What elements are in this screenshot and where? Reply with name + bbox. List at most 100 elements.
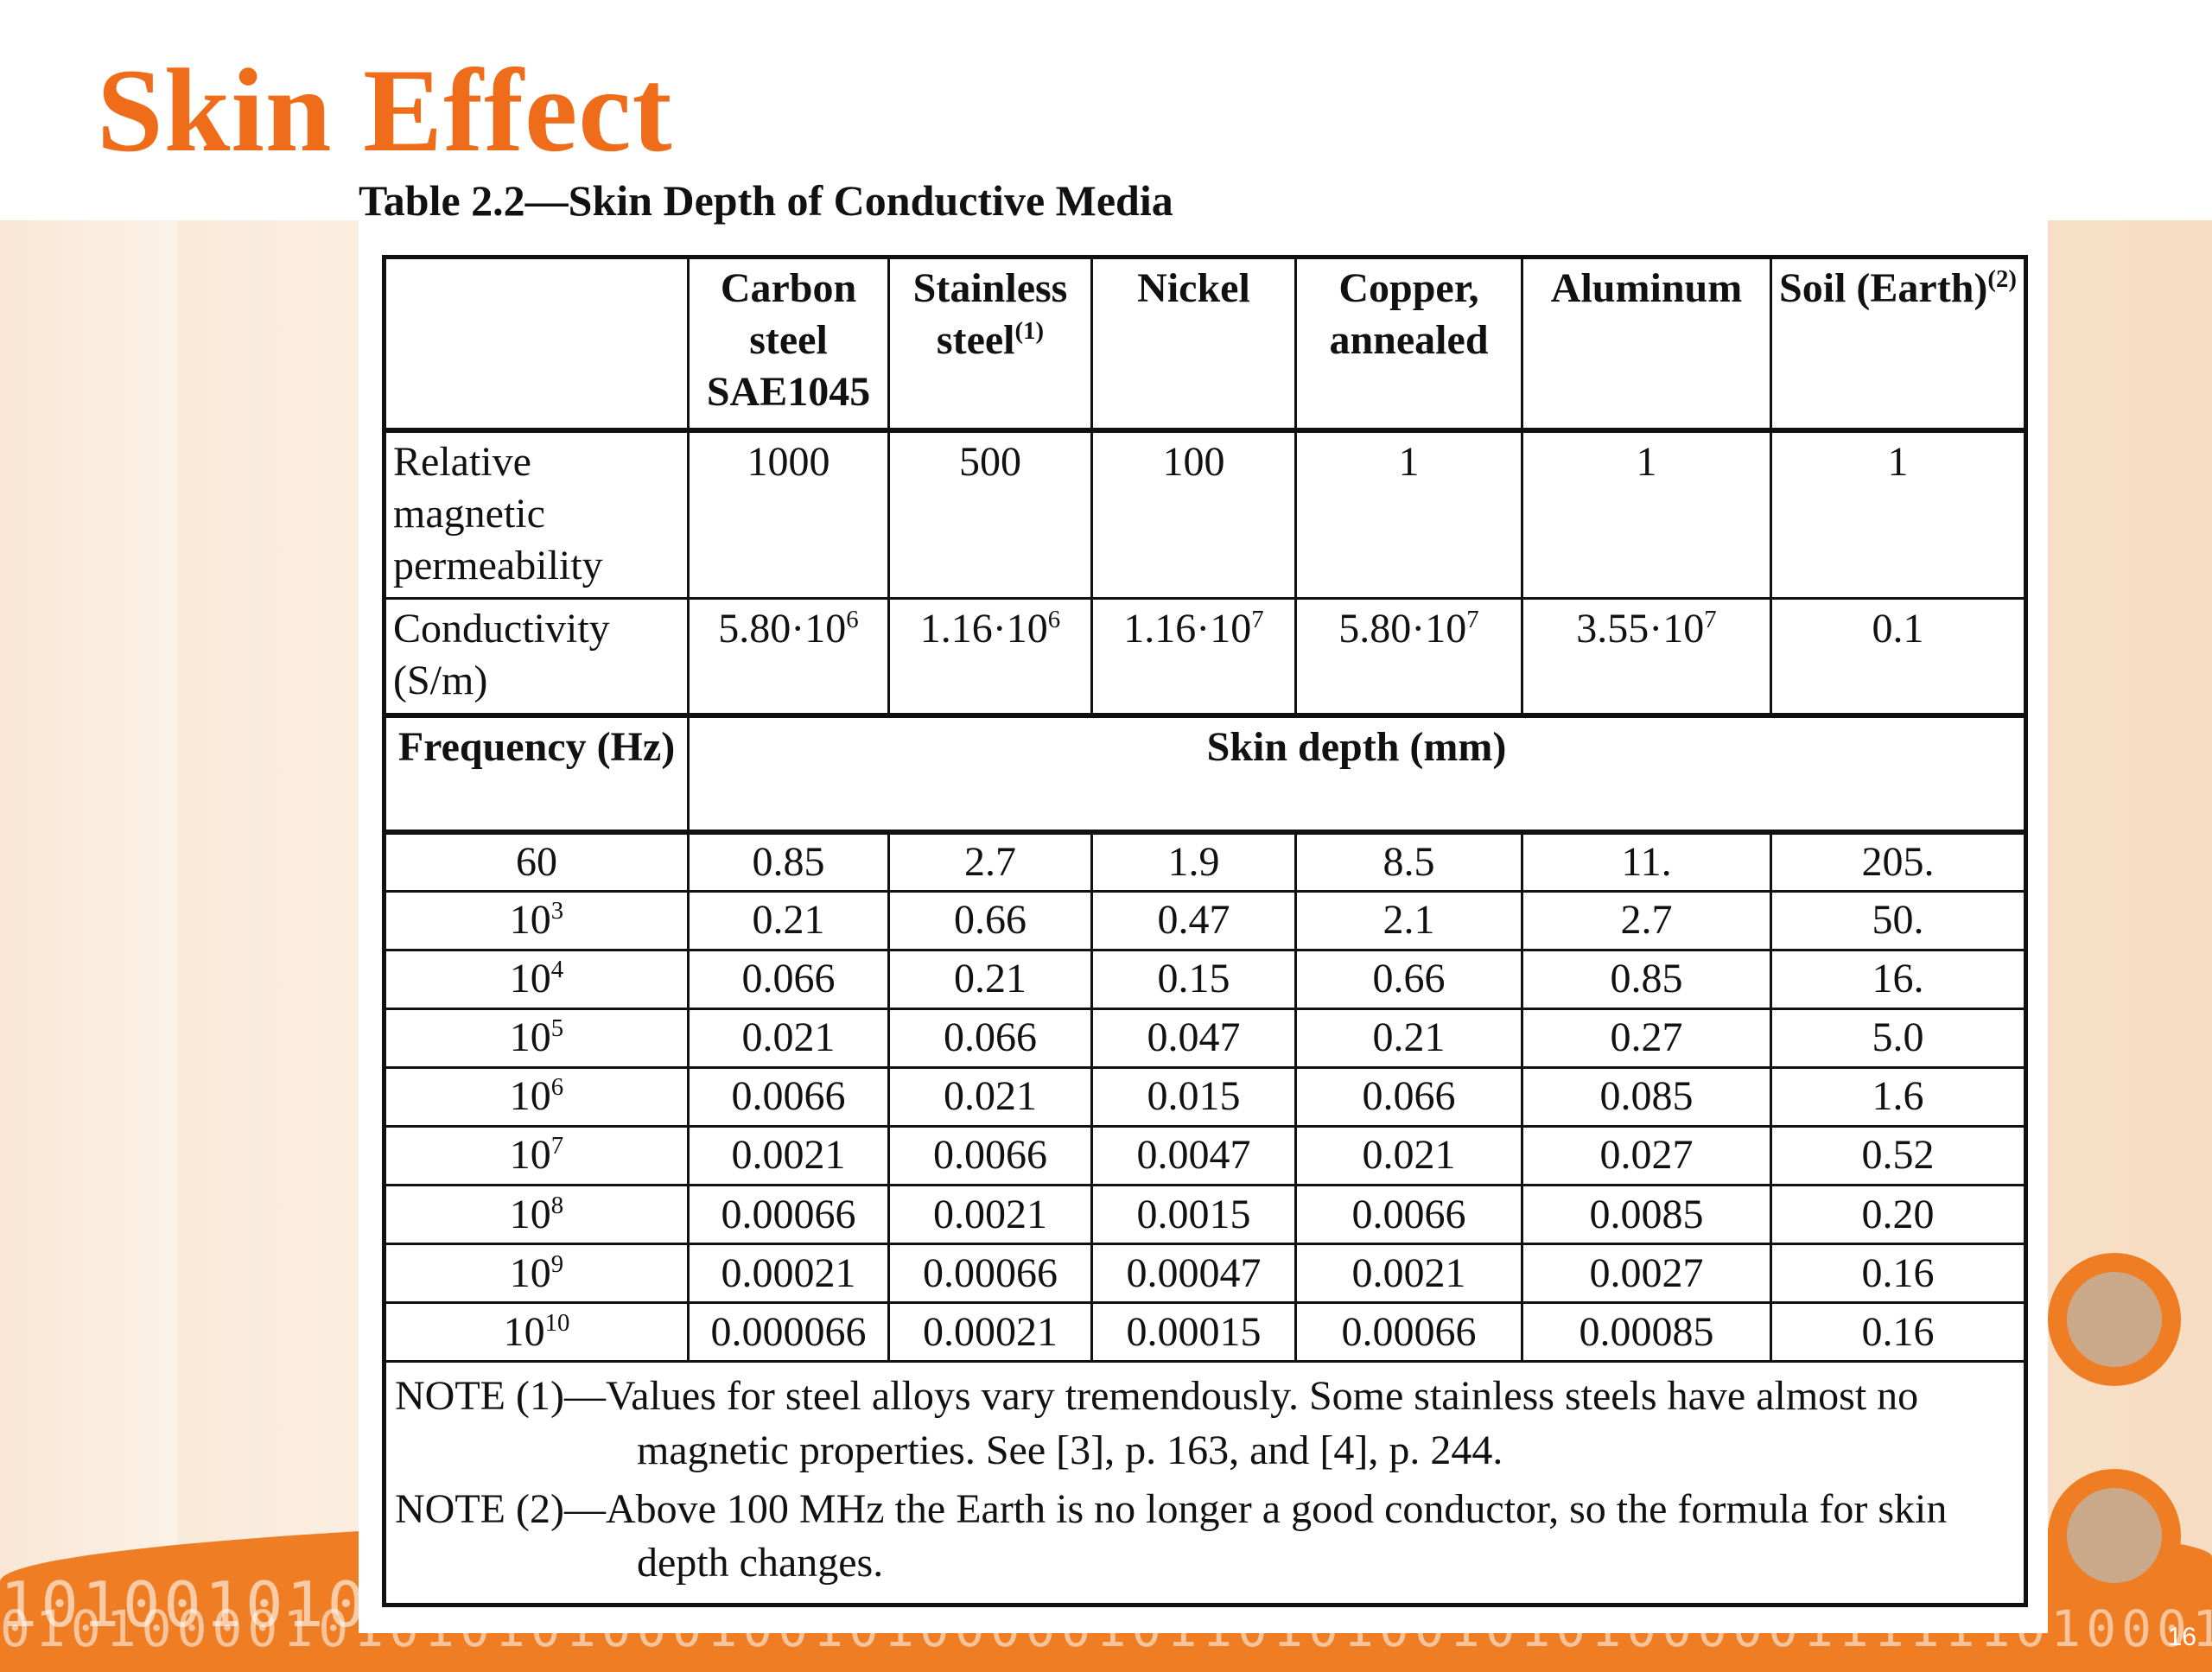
table-row: 106 0.0066 0.021 0.015 0.066 0.085 1.6	[383, 1065, 2027, 1128]
header-carbon-steel: Carbon steel SAE1045	[687, 255, 890, 433]
skin-depth-cell: 0.20	[1770, 1183, 2027, 1246]
skin-depth-cell: 0.021	[887, 1065, 1093, 1128]
skin-depth-cell: 0.85	[687, 830, 890, 893]
skin-depth-cell: 0.021	[687, 1007, 890, 1069]
frequency-cell: 1010	[383, 1301, 690, 1364]
skin-depth-cell: 0.16	[1770, 1243, 2027, 1305]
skin-depth-cell: 0.021	[1294, 1124, 1523, 1186]
page-number: 16	[2167, 1623, 2196, 1651]
conductivity-value: 1.16·106	[887, 597, 1093, 718]
skin-depth-cell: 0.21	[687, 889, 890, 951]
permeability-value: 1	[1294, 429, 1523, 601]
corner-cell	[383, 255, 690, 433]
table-row: 1010 0.000066 0.00021 0.00015 0.00066 0.00085…	[383, 1301, 2027, 1364]
skin-depth-cell: 0.0021	[1294, 1243, 1523, 1305]
skin-depth-cell: 2.1	[1294, 889, 1523, 951]
skin-depth-cell: 1.6	[1770, 1065, 2027, 1128]
note-2: NOTE (2)—Above 100 MHz the Earth is no l…	[395, 1485, 1948, 1586]
skin-depth-cell: 0.085	[1521, 1065, 1772, 1128]
skin-depth-cell: 0.0021	[887, 1183, 1093, 1246]
skin-depth-cell: 0.0021	[687, 1124, 890, 1186]
header-soil: Soil (Earth)(2)	[1770, 255, 2027, 433]
skin-depth-cell: 8.5	[1294, 830, 1523, 893]
skin-depth-cell: 0.047	[1090, 1007, 1297, 1069]
skin-depth-cell: 1.9	[1090, 830, 1297, 893]
frequency-cell: 107	[383, 1124, 690, 1186]
skin-depth-cell: 0.27	[1521, 1007, 1772, 1069]
table-row: 109 0.00021 0.00066 0.00047 0.0021 0.0027 0.16	[383, 1243, 2027, 1305]
conductivity-value: 0.1	[1770, 597, 2027, 718]
skin-depth-cell: 0.16	[1770, 1301, 2027, 1364]
skin-depth-cell: 0.066	[1294, 1065, 1523, 1128]
skin-depth-cell: 0.00066	[687, 1183, 890, 1246]
notes-cell: NOTE (1)—Values for steel alloys vary tr…	[383, 1360, 2027, 1606]
skin-depth-cell: 0.47	[1090, 889, 1297, 951]
skin-depth-cell: 0.85	[1521, 948, 1772, 1010]
skin-depth-cell: 0.0066	[687, 1065, 890, 1128]
ring-decoration-bottom	[2048, 1469, 2181, 1602]
skin-depth-cell: 0.00047	[1090, 1243, 1297, 1305]
skin-depth-cell: 0.00066	[887, 1243, 1093, 1305]
table-caption: Table 2.2—Skin Depth of Conductive Media	[359, 176, 1173, 225]
table-row: 107 0.0021 0.0066 0.0047 0.021 0.027 0.52	[383, 1124, 2027, 1186]
skin-depth-cell: 0.0047	[1090, 1124, 1297, 1186]
skin-depth-header: Skin depth (mm)	[687, 714, 2027, 836]
conductivity-label: Conductivity (S/m)	[383, 597, 690, 718]
skin-depth-cell: 0.015	[1090, 1065, 1297, 1128]
permeability-row: Relative magnetic permeability 1000 500 …	[383, 429, 2027, 601]
skin-depth-cell: 0.0066	[887, 1124, 1093, 1186]
skin-depth-cell: 0.00021	[687, 1243, 890, 1305]
conductivity-value: 3.55·107	[1521, 597, 1772, 718]
skin-depth-cell: 0.15	[1090, 948, 1297, 1010]
frequency-cell: 105	[383, 1007, 690, 1069]
material-header-row: Carbon steel SAE1045 Stainless steel(1) …	[383, 255, 2027, 433]
permeability-value: 100	[1090, 429, 1297, 601]
table-row: 103 0.21 0.66 0.47 2.1 2.7 50.	[383, 889, 2027, 951]
background-stripe	[0, 220, 177, 1659]
skin-depth-cell: 0.21	[887, 948, 1093, 1010]
conductivity-row: Conductivity (S/m) 5.80·106 1.16·106 1.1…	[383, 597, 2027, 718]
notes-row: NOTE (1)—Values for steel alloys vary tr…	[383, 1360, 2027, 1606]
skin-depth-header-row: Frequency (Hz) Skin depth (mm)	[383, 714, 2027, 836]
skin-depth-cell: 0.21	[1294, 1007, 1523, 1069]
skin-depth-cell: 0.52	[1770, 1124, 2027, 1186]
permeability-value: 1	[1521, 429, 1772, 601]
permeability-value: 500	[887, 429, 1093, 601]
header-copper: Copper, annealed	[1294, 255, 1523, 433]
skin-depth-cell: 0.66	[1294, 948, 1523, 1010]
permeability-value: 1000	[687, 429, 890, 601]
conductivity-value: 5.80·107	[1294, 597, 1523, 718]
permeability-label: Relative magnetic permeability	[383, 429, 690, 601]
ring-decoration-top	[2048, 1253, 2181, 1386]
table-row: 60 0.85 2.7 1.9 8.5 11. 205.	[383, 830, 2027, 893]
table-row: 108 0.00066 0.0021 0.0015 0.0066 0.0085 0.20	[383, 1183, 2027, 1246]
table-image-panel: Table 2.2—Skin Depth of Conductive Media…	[359, 160, 2048, 1633]
skin-depth-cell: 0.066	[687, 948, 890, 1010]
skin-depth-cell: 0.00021	[887, 1301, 1093, 1364]
skin-depth-cell: 0.0027	[1521, 1243, 1772, 1305]
frequency-cell: 106	[383, 1065, 690, 1128]
frequency-cell: 103	[383, 889, 690, 951]
skin-depth-cell: 205.	[1770, 830, 2027, 893]
skin-depth-cell: 0.00085	[1521, 1301, 1772, 1364]
header-nickel: Nickel	[1090, 255, 1297, 433]
binary-decoration: 1010010101	[0, 1568, 410, 1641]
frequency-cell: 60	[383, 830, 690, 893]
skin-depth-cell: 0.000066	[687, 1301, 890, 1364]
skin-depth-cell: 0.0085	[1521, 1183, 1772, 1246]
skin-depth-cell: 0.00015	[1090, 1301, 1297, 1364]
header-aluminum: Aluminum	[1521, 255, 1772, 433]
skin-depth-cell: 0.00066	[1294, 1301, 1523, 1364]
skin-depth-cell: 5.0	[1770, 1007, 2027, 1069]
note-1: NOTE (1)—Values for steel alloys vary tr…	[395, 1373, 1919, 1473]
permeability-value: 1	[1770, 429, 2027, 601]
skin-depth-cell: 11.	[1521, 830, 1772, 893]
conductivity-value: 1.16·107	[1090, 597, 1297, 718]
frequency-cell: 104	[383, 948, 690, 1010]
frequency-cell: 108	[383, 1183, 690, 1246]
skin-depth-cell: 2.7	[887, 830, 1093, 893]
conductivity-value: 5.80·106	[687, 597, 890, 718]
frequency-header: Frequency (Hz)	[383, 714, 690, 836]
slide-title: Skin Effect	[97, 44, 673, 176]
header-stainless-steel: Stainless steel(1)	[887, 255, 1093, 433]
